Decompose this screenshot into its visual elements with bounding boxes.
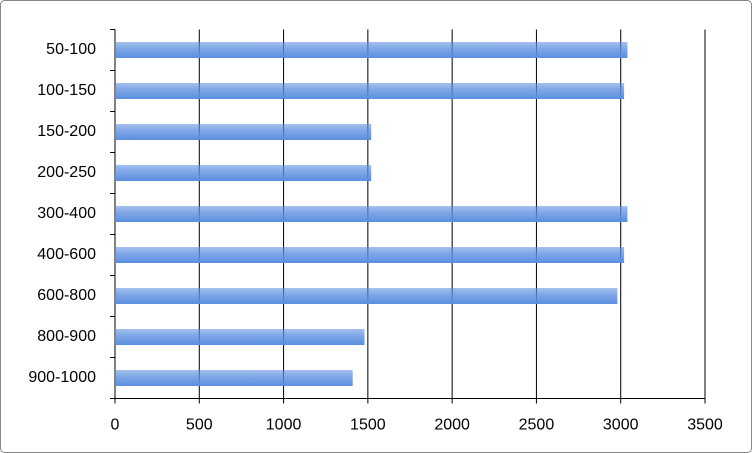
- y-tick-label: 400-600: [37, 246, 96, 263]
- x-tick-label: 3500: [687, 417, 723, 434]
- bar: [115, 42, 628, 58]
- x-tick-label: 0: [111, 417, 120, 434]
- x-tick-label: 1000: [266, 417, 302, 434]
- bar: [115, 247, 625, 263]
- y-tick-label: 900-1000: [28, 369, 96, 386]
- x-tick-label: 1500: [350, 417, 386, 434]
- bar: [115, 288, 618, 304]
- bar: [115, 165, 372, 181]
- y-tick-label: 150-200: [37, 123, 96, 140]
- bar: [115, 83, 625, 99]
- x-tick-label: 2500: [519, 417, 555, 434]
- y-tick-label: 300-400: [37, 205, 96, 222]
- x-tick-label: 2000: [434, 417, 470, 434]
- bar: [115, 124, 372, 140]
- y-tick-label: 100-150: [37, 82, 96, 99]
- bar: [115, 370, 353, 386]
- y-tick-label: 200-250: [37, 164, 96, 181]
- y-tick-label: 600-800: [37, 287, 96, 304]
- x-tick-label: 3000: [603, 417, 639, 434]
- x-tick-label: 500: [186, 417, 213, 434]
- bar: [115, 329, 365, 345]
- y-tick-label: 800-900: [37, 328, 96, 345]
- bar: [115, 206, 628, 222]
- y-tick-label: 50-100: [46, 41, 96, 58]
